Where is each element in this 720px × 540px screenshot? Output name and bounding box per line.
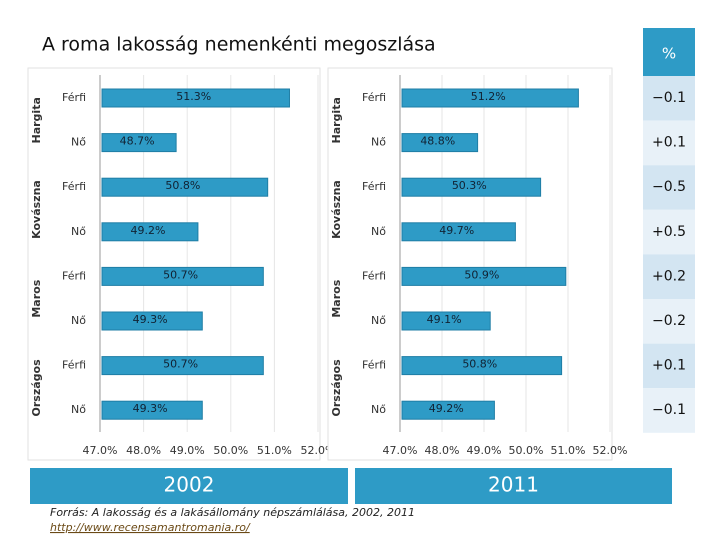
value-label: 49.1%: [427, 313, 462, 326]
value-label: 48.8%: [420, 135, 455, 148]
group-label: Országos: [30, 359, 43, 417]
diff-cell: [643, 388, 695, 433]
diff-value: −0.2: [652, 313, 686, 329]
diff-header-cell: [643, 28, 695, 80]
bar: [101, 177, 269, 197]
slide-title: A roma lakosság nemenkénti megoszlása: [42, 34, 436, 56]
category-label: Nő: [371, 136, 386, 149]
value-label: 49.2%: [429, 402, 464, 415]
value-label: 49.7%: [439, 224, 474, 237]
value-label: 50.9%: [464, 268, 499, 281]
bar: [401, 177, 542, 197]
source-link[interactable]: http://www.recensamantromania.ro/: [50, 521, 251, 534]
value-label: 50.8%: [165, 179, 200, 192]
category-label: Nő: [371, 403, 386, 416]
x-tick-label: 51.0%: [257, 444, 292, 457]
value-label: 49.2%: [130, 224, 165, 237]
x-tick-label: 51.0%: [551, 444, 586, 457]
value-label: 48.7%: [120, 135, 155, 148]
category-label: Férfi: [362, 91, 386, 104]
group-label: Kovászna: [330, 180, 343, 239]
diff-value: −0.5: [652, 179, 686, 195]
value-label: 50.3%: [452, 179, 487, 192]
bar: [401, 266, 567, 286]
bar: [101, 222, 199, 242]
diff-value: +0.1: [652, 358, 686, 374]
bar: [401, 222, 516, 242]
category-label: Férfi: [62, 269, 86, 282]
diff-cell: [643, 120, 695, 166]
bar: [101, 266, 264, 286]
year-band: [355, 468, 672, 504]
value-label: 49.3%: [133, 313, 168, 326]
category-label: Férfi: [362, 269, 386, 282]
category-label: Nő: [71, 136, 86, 149]
diff-cell: [643, 76, 695, 121]
x-tick-label: 49.0%: [467, 444, 502, 457]
x-tick-label: 50.0%: [509, 444, 544, 457]
diff-value: +0.2: [652, 268, 686, 284]
diff-value: +0.1: [652, 135, 686, 151]
x-tick-label: 47.0%: [383, 444, 418, 457]
bar: [401, 133, 479, 153]
category-label: Férfi: [62, 91, 86, 104]
value-label: 51.3%: [176, 90, 211, 103]
group-label: Országos: [330, 359, 343, 417]
diff-value: +0.5: [652, 224, 686, 240]
category-label: Férfi: [362, 180, 386, 193]
category-label: Nő: [71, 225, 86, 238]
diff-cell: [643, 209, 695, 255]
bar: [101, 311, 203, 331]
bar: [101, 133, 177, 153]
category-label: Nő: [371, 314, 386, 327]
bar: [101, 356, 264, 376]
x-tick-label: 52.0%: [593, 444, 628, 457]
bar: [101, 400, 203, 420]
diff-value: −0.1: [652, 402, 686, 418]
diff-cell: [643, 343, 695, 389]
x-tick-label: 52.0%: [301, 444, 336, 457]
bar: [401, 88, 579, 108]
bar: [401, 311, 491, 331]
diff-cell: [643, 299, 695, 344]
year-label: 2011: [488, 473, 539, 497]
year-label: 2002: [164, 473, 215, 497]
year-band: [30, 468, 348, 504]
category-label: Nő: [71, 403, 86, 416]
x-tick-label: 49.0%: [170, 444, 205, 457]
value-label: 50.7%: [163, 358, 198, 371]
category-label: Nő: [71, 314, 86, 327]
group-label: Kovászna: [30, 180, 43, 239]
category-label: Férfi: [62, 359, 86, 372]
category-label: Férfi: [362, 359, 386, 372]
group-label: Maros: [30, 279, 43, 317]
x-tick-label: 48.0%: [126, 444, 161, 457]
x-tick-label: 48.0%: [425, 444, 460, 457]
group-label: Hargita: [30, 97, 43, 143]
category-label: Férfi: [62, 180, 86, 193]
source: Forrás: A lakosság és a lakásállomány né…: [50, 506, 415, 519]
bar: [401, 356, 563, 376]
bar: [401, 400, 495, 420]
bar: [101, 88, 290, 108]
diff-cell: [643, 254, 695, 299]
group-label: Maros: [330, 279, 343, 317]
group-label: Hargita: [330, 97, 343, 143]
diff-header: %: [662, 45, 676, 63]
value-label: 49.3%: [133, 402, 168, 415]
x-tick-label: 50.0%: [213, 444, 248, 457]
value-label: 50.7%: [163, 268, 198, 281]
value-label: 50.8%: [462, 358, 497, 371]
x-tick-label: 47.0%: [83, 444, 118, 457]
category-label: Nő: [371, 225, 386, 238]
diff-value: −0.1: [652, 90, 686, 106]
value-label: 51.2%: [471, 90, 506, 103]
diff-cell: [643, 165, 695, 210]
